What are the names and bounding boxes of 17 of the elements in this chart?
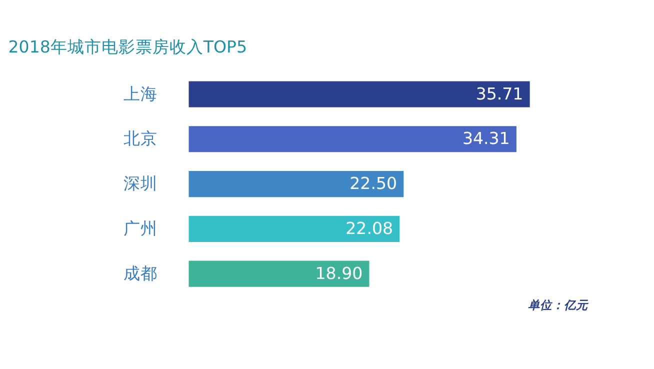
- bar: [188, 81, 530, 108]
- y-tick-label: 深圳: [124, 174, 158, 194]
- data-label: 22.08: [346, 218, 394, 238]
- bar: [188, 126, 516, 152]
- data-label: 22.50: [350, 174, 398, 194]
- data-label: 35.71: [476, 84, 524, 104]
- y-tick-label: 广州: [124, 218, 158, 238]
- bar: [188, 171, 404, 198]
- y-tick-label: 上海: [124, 84, 158, 104]
- data-label: 34.31: [462, 129, 510, 148]
- chart-title: 2018年城市电影票房收入TOP5: [8, 37, 248, 56]
- y-tick-label: 北京: [124, 129, 158, 148]
- bar: [188, 260, 370, 287]
- bar: [188, 216, 400, 242]
- data-label: 18.90: [315, 264, 363, 283]
- text: 单位：亿元: [528, 298, 589, 312]
- y-tick-label: 成都: [124, 264, 158, 283]
